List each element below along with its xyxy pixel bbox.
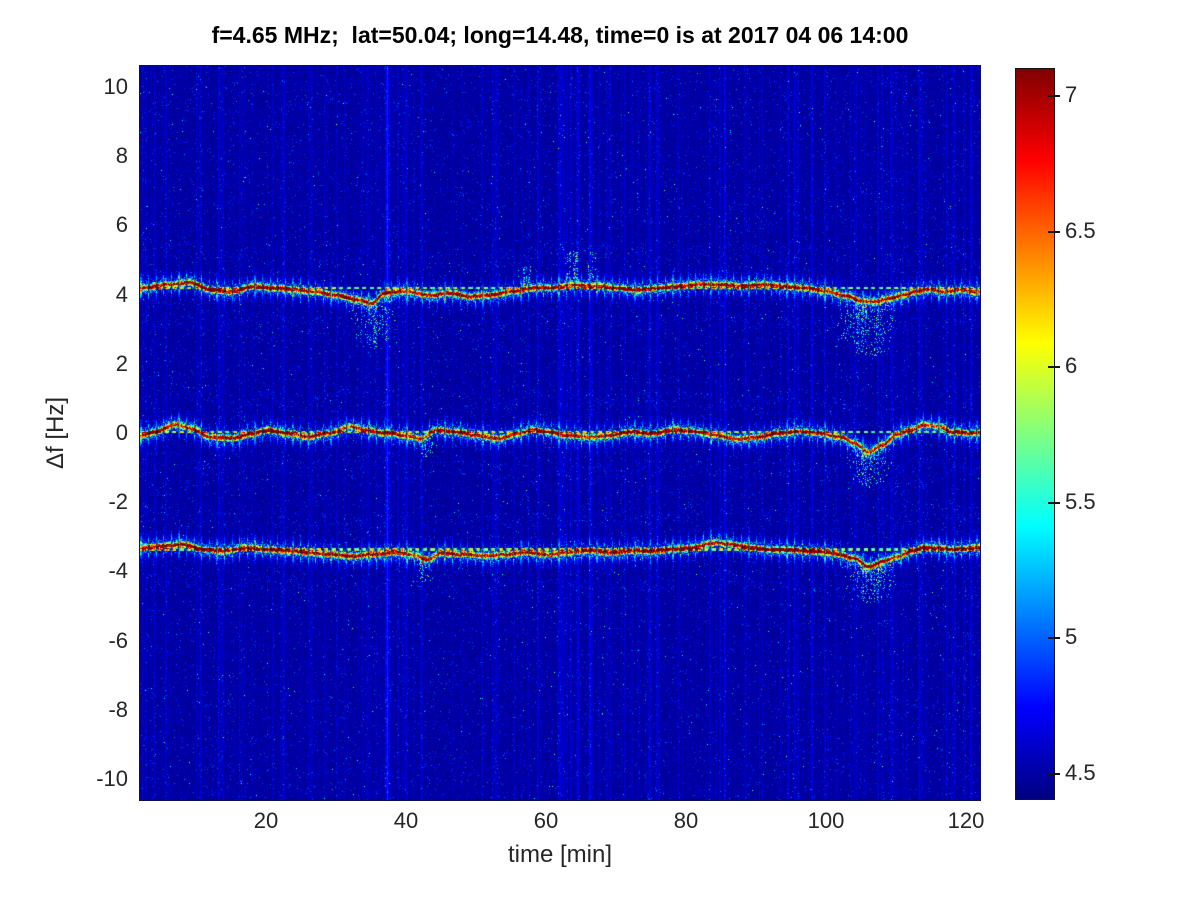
y-tick-label: -10	[96, 766, 128, 792]
x-tick-label: 20	[253, 808, 279, 833]
y-tick-label: -8	[108, 696, 128, 722]
colorbar-tick-mark	[1048, 637, 1060, 640]
y-tick-label: 6	[115, 212, 128, 238]
plot-area	[139, 65, 981, 801]
y-tick-label: -6	[108, 627, 128, 653]
colorbar	[1015, 68, 1060, 800]
colorbar-tick-label: 6	[1065, 353, 1078, 379]
x-tick-label: 100	[807, 808, 845, 833]
x-tick-label: 60	[533, 808, 559, 833]
colorbar-tick-label: 5	[1065, 624, 1078, 650]
x-axis-label: time [min]	[507, 841, 612, 868]
y-tick-label: -2	[108, 489, 128, 515]
plot-title: f=4.65 MHz; lat=50.04; long=14.48, time=…	[211, 22, 909, 48]
x-tick-label: 120	[947, 808, 985, 833]
colorbar-tick-label: 7	[1065, 82, 1078, 108]
colorbar-tick-mark	[1048, 501, 1060, 504]
x-tick-label: 40	[393, 808, 419, 833]
y-tick-label: 4	[115, 281, 128, 307]
y-tick-label: 8	[115, 143, 128, 169]
colorbar-tick-mark	[1048, 772, 1060, 775]
colorbar-tick-label: 5.5	[1065, 488, 1096, 514]
colorbar-tick-label: 6.5	[1065, 217, 1096, 243]
y-tick-label: -4	[108, 558, 128, 584]
colorbar-tick-mark	[1048, 366, 1060, 369]
y-tick-label: 0	[115, 420, 128, 445]
x-tick-label: 80	[673, 808, 699, 833]
colorbar-tick-label: 4.5	[1065, 759, 1096, 785]
y-tick-label: 2	[115, 350, 128, 376]
colorbar-tick-mark	[1048, 230, 1060, 233]
colorbar-tick-mark	[1048, 95, 1060, 98]
y-tick-label: 10	[103, 73, 128, 99]
spectrogram-canvas	[140, 66, 980, 800]
